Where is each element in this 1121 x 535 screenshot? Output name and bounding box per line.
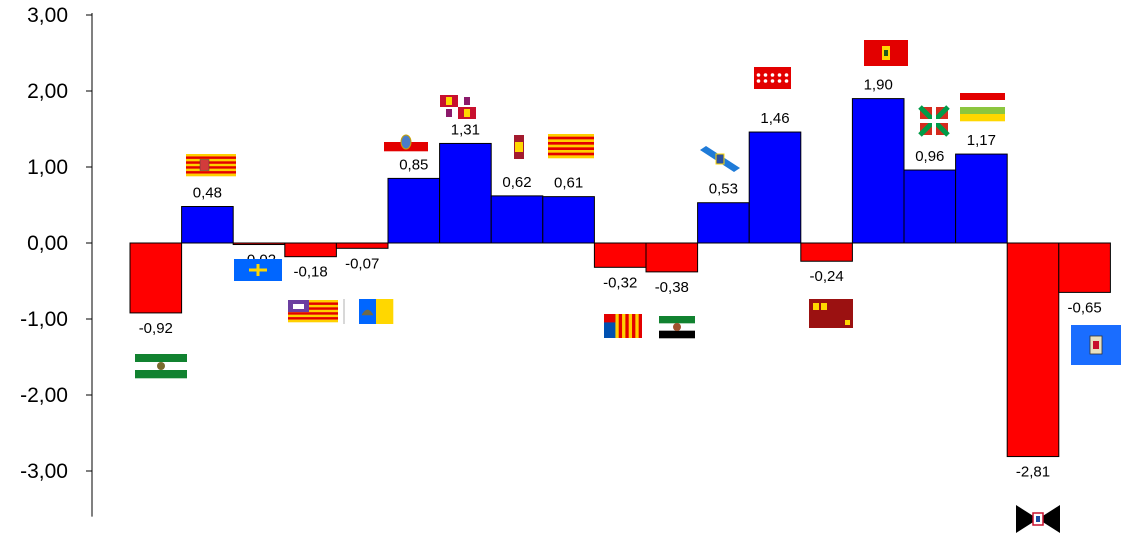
- andalucia-flag-icon: [135, 354, 187, 379]
- castilla-la-mancha-flag-icon: [514, 135, 534, 159]
- bar-catalu-a: [542, 196, 595, 244]
- galicia-flag-icon: [700, 146, 740, 172]
- y-tick-label: -3,00: [20, 460, 68, 483]
- y-tick-label: 1,00: [27, 156, 68, 179]
- canarias-flag-icon: [342, 299, 394, 324]
- y-tick-label: 3,00: [27, 4, 68, 27]
- aragon-flag-icon: [186, 154, 236, 177]
- la-rioja-flag-icon: [960, 93, 1005, 122]
- y-tick-label: -2,00: [20, 384, 68, 407]
- data-label: 1,46: [760, 110, 789, 127]
- bar-baleares: [284, 242, 337, 258]
- castilla-leon-flag-icon: [440, 95, 476, 119]
- bar-andaluc-a: [129, 242, 183, 314]
- data-labels: -0,920,48-0,02-0,18-0,070,851,310,620,61…: [139, 77, 1102, 481]
- bar-cantabria: [387, 177, 441, 244]
- melilla-flag-icon: [1071, 325, 1121, 365]
- data-label: 1,90: [864, 77, 893, 94]
- bar-galicia: [697, 202, 750, 244]
- data-label: 0,61: [554, 175, 583, 192]
- data-label: -0,38: [655, 279, 689, 296]
- data-label: 1,31: [451, 121, 480, 138]
- bar-murcia: [800, 242, 853, 262]
- pais-vasco-flag-icon: [918, 105, 950, 137]
- bar-extremadura: [645, 242, 699, 273]
- bar-arag-n: [181, 206, 234, 244]
- navarra-flag-icon: [864, 40, 908, 66]
- bar-ceuta: [1006, 242, 1060, 458]
- baleares-flag-icon: [288, 300, 338, 323]
- extremadura-flag-icon: [659, 316, 695, 339]
- flags: [135, 40, 1121, 533]
- y-tick-labels: 3,00 2,00 1,00 0,00 -1,00 -2,00 -3,00: [20, 4, 68, 483]
- asturias-flag-icon: [234, 259, 282, 281]
- y-axis: [86, 13, 93, 517]
- data-label: -0,32: [603, 274, 637, 291]
- data-label: 0,62: [502, 174, 531, 191]
- bar-madrid: [748, 131, 802, 244]
- data-label: -2,81: [1016, 464, 1050, 481]
- valencia-flag-icon: [604, 314, 642, 338]
- data-label: -0,18: [293, 264, 327, 281]
- data-label: -0,07: [345, 255, 379, 272]
- bar-castilla-la-mancha: [490, 195, 544, 244]
- bar-asturias: [232, 242, 286, 246]
- data-label: 1,17: [967, 132, 996, 149]
- bar-navarra: [851, 98, 905, 244]
- y-tick-label: 0,00: [27, 232, 68, 255]
- data-label: 0,96: [915, 148, 944, 165]
- data-label: 0,85: [399, 156, 428, 173]
- bar-pa-s-vasco: [903, 169, 957, 244]
- bar-canarias: [335, 242, 389, 249]
- data-label: 0,48: [193, 185, 222, 202]
- data-label: -0,92: [139, 320, 173, 337]
- cataluna-flag-icon: [548, 134, 594, 159]
- bar-melilla: [1058, 242, 1111, 293]
- bar-castilla-y-le-n: [439, 142, 492, 244]
- y-tick-label: -1,00: [20, 308, 68, 331]
- cantabria-flag-icon: [384, 133, 428, 152]
- data-label: -0,65: [1067, 299, 1101, 316]
- bars: [129, 98, 1111, 458]
- y-tick-label: 2,00: [27, 80, 68, 103]
- bar-c-valenciana: [593, 242, 647, 268]
- data-label: -0,24: [809, 268, 843, 285]
- bar-la-rioja: [955, 153, 1008, 244]
- data-label: 0,53: [709, 181, 738, 198]
- madrid-flag-icon: [754, 67, 791, 89]
- ceuta-flag-icon: [1016, 505, 1060, 533]
- murcia-flag-icon: [809, 299, 853, 328]
